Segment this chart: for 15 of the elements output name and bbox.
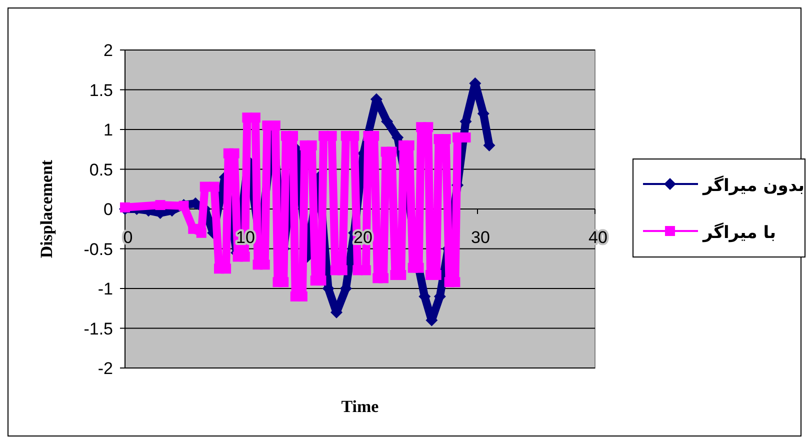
- y-tick-label: -0.5: [84, 240, 113, 259]
- x-tick-label: 30: [471, 228, 490, 247]
- y-tick-label: 2: [104, 41, 113, 60]
- y-axis-title: Displacement: [37, 160, 56, 258]
- y-tick-label: 1.5: [89, 80, 113, 100]
- legend-label: با میراگر: [702, 222, 776, 243]
- y-tick-label: -2: [98, 359, 113, 378]
- y-tick-label: 1: [104, 120, 113, 140]
- x-axis-title: Time: [341, 397, 380, 416]
- y-tick-label: -1: [98, 280, 113, 298]
- legend-label: بدون میراگر: [702, 175, 805, 196]
- y-tick-label: -1.5: [84, 319, 113, 338]
- y-tick-label: 0.5: [89, 160, 113, 180]
- x-tick-label: 40: [588, 228, 608, 247]
- y-tick-label: 0: [104, 200, 113, 219]
